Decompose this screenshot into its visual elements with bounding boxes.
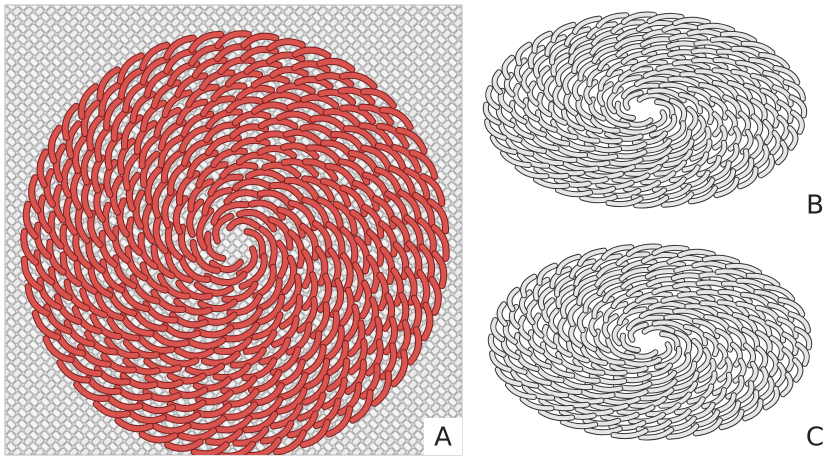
panel-label: B bbox=[806, 191, 824, 221]
strand bbox=[599, 167, 633, 171]
strand bbox=[555, 87, 562, 107]
strand bbox=[759, 349, 766, 369]
panel-label: A bbox=[434, 423, 452, 453]
strand bbox=[530, 84, 537, 104]
strand bbox=[646, 72, 680, 76]
strand bbox=[651, 304, 685, 308]
figure: A B C bbox=[0, 0, 828, 460]
gray-spiral-c bbox=[491, 247, 809, 438]
strand bbox=[560, 319, 567, 339]
gray-spiral-b bbox=[486, 15, 804, 206]
strand bbox=[754, 117, 761, 137]
page: A B C (() => { const data = JSON.parse(d… bbox=[0, 0, 828, 460]
strand bbox=[604, 399, 638, 403]
panel-label: C bbox=[806, 423, 824, 453]
strand bbox=[535, 316, 542, 336]
